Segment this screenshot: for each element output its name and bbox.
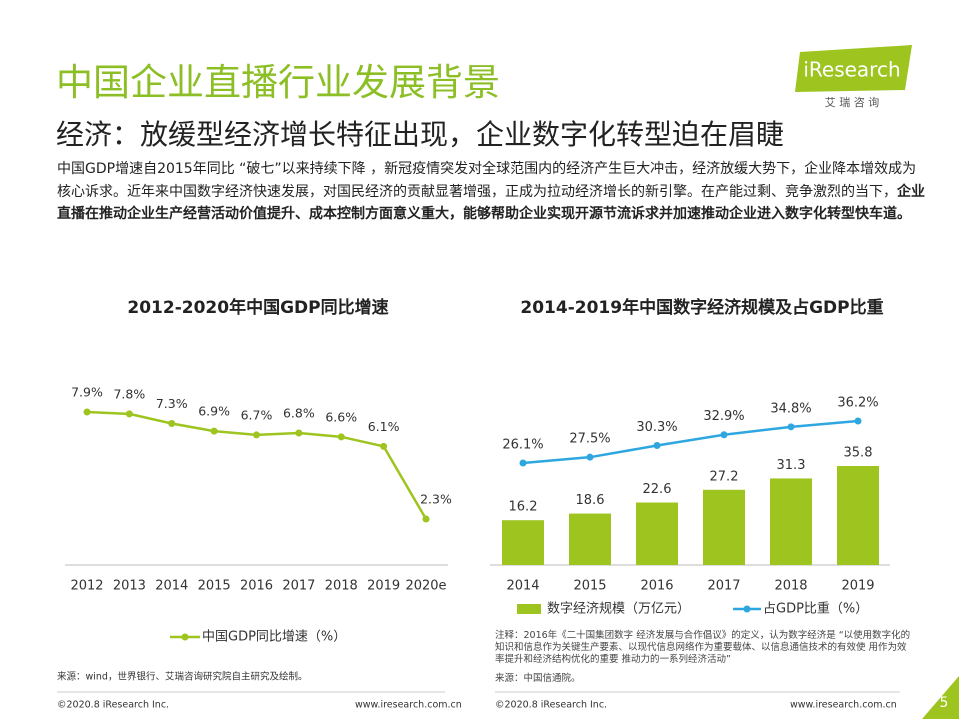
url: www.iresearch.com.cn — [355, 700, 462, 711]
label: 7.3% — [156, 396, 188, 411]
label: 30.3% — [636, 420, 677, 435]
label: 6.8% — [283, 406, 315, 421]
point — [787, 423, 795, 431]
title: 中国企业直播行业发展背景 — [56, 61, 500, 104]
label: 7.9% — [71, 385, 103, 400]
point — [125, 410, 133, 418]
label: 中国GDP同比增速（%） — [202, 630, 346, 645]
label: 32.9% — [703, 409, 744, 424]
legend-dot — [743, 605, 751, 613]
label: 31.3 — [777, 458, 806, 473]
source: 来源：中国信通院。 — [495, 673, 581, 684]
label: 35.8 — [844, 446, 873, 461]
point — [519, 459, 527, 467]
bar — [837, 466, 879, 565]
label: 2020e — [405, 579, 446, 594]
page-number: 5 — [940, 695, 949, 711]
label: 27.2 — [710, 469, 739, 484]
label: 2019 — [841, 579, 874, 594]
label: 6.1% — [368, 419, 400, 434]
point — [380, 442, 388, 450]
bar — [636, 502, 678, 565]
label: 2018 — [774, 579, 807, 594]
label: 6.9% — [198, 404, 230, 419]
point — [422, 515, 430, 523]
legend-dot — [181, 633, 189, 641]
label: 2019 — [367, 579, 400, 594]
logo-sub: 艾 瑞 咨 询 — [825, 95, 880, 109]
label: 2014 — [506, 579, 539, 594]
label: 2.3% — [420, 492, 452, 507]
label: 2017 — [707, 579, 740, 594]
label: 2014 — [155, 579, 188, 594]
point — [253, 431, 260, 439]
label: 2015 — [573, 579, 606, 594]
intro-text: 中国GDP增速自2015年同比 “破七”以来持续下降 ，新冠疫情突发对全球范围内… — [57, 161, 917, 200]
chart-title: 2012-2020年中国GDP同比增速 — [127, 297, 388, 318]
label: 7.8% — [113, 386, 145, 401]
source: 来源：wind，世界银行、艾瑞咨询研究院自主研究及绘制。 — [57, 671, 307, 683]
point — [586, 453, 594, 461]
label: 6.7% — [241, 407, 273, 422]
note: 注释：2016年《二十国集团数字 经济发展与合作倡议》的定义，认为数字经济是 “… — [495, 630, 911, 665]
url: www.iresearch.com.cn — [790, 700, 897, 711]
legend-swatch — [517, 604, 541, 614]
point — [210, 427, 218, 435]
chart-title: 2014-2019年中国数字经济规模及占GDP比重 — [520, 297, 883, 318]
logo-bg — [795, 45, 912, 92]
label: 2015 — [198, 579, 231, 594]
label: 2018 — [325, 579, 358, 594]
label: 2017 — [282, 579, 315, 594]
label: 占GDP比重（%） — [763, 601, 868, 617]
label: 26.1% — [502, 438, 543, 453]
label: 6.6% — [325, 409, 357, 424]
point — [653, 442, 661, 450]
bar — [502, 520, 544, 565]
label: 18.6 — [576, 493, 605, 508]
label: 36.2% — [837, 396, 878, 411]
label: 2013 — [113, 579, 146, 594]
label: 22.6 — [643, 482, 672, 497]
copyright: ©2020.8 iResearch Inc. — [57, 700, 169, 711]
bar — [569, 513, 611, 565]
label: 2016 — [640, 579, 673, 594]
label: 2012 — [70, 579, 103, 594]
bar — [770, 478, 812, 565]
point — [337, 433, 345, 441]
label: 16.2 — [509, 500, 538, 515]
point — [720, 431, 728, 439]
copyright: ©2020.8 iResearch Inc. — [495, 700, 607, 711]
point — [168, 419, 176, 427]
page-corner — [922, 676, 959, 719]
label: 27.5% — [569, 432, 610, 447]
point — [854, 417, 862, 425]
subtitle: 经济：放缓型经济增长特征出现，企业数字化转型迫在眉睫 — [56, 118, 785, 151]
label: 34.8% — [770, 401, 811, 416]
line — [522, 419, 859, 465]
label: 数字经济规模（万亿元） — [547, 602, 690, 617]
intro: 中国GDP增速自2015年同比 “破七”以来持续下降 ，新冠疫情突发对全球范围内… — [57, 158, 927, 226]
point — [83, 408, 91, 416]
point — [295, 429, 303, 437]
label: 2016 — [240, 579, 273, 594]
intro-bold: 企业直播在推动企业生产经营活动价值提升、成本控制方面意义重大，能够帮助企业实现开… — [57, 183, 925, 223]
bar — [703, 489, 745, 565]
logo: iResearch — [803, 58, 900, 82]
